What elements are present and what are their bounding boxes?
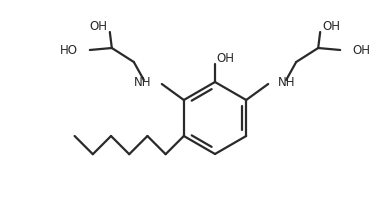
Text: OH: OH bbox=[322, 19, 340, 32]
Text: OH: OH bbox=[90, 19, 108, 32]
Text: NH: NH bbox=[134, 76, 152, 88]
Text: HO: HO bbox=[60, 44, 78, 57]
Text: NH: NH bbox=[278, 76, 296, 88]
Text: OH: OH bbox=[352, 44, 370, 57]
Text: OH: OH bbox=[216, 51, 234, 65]
